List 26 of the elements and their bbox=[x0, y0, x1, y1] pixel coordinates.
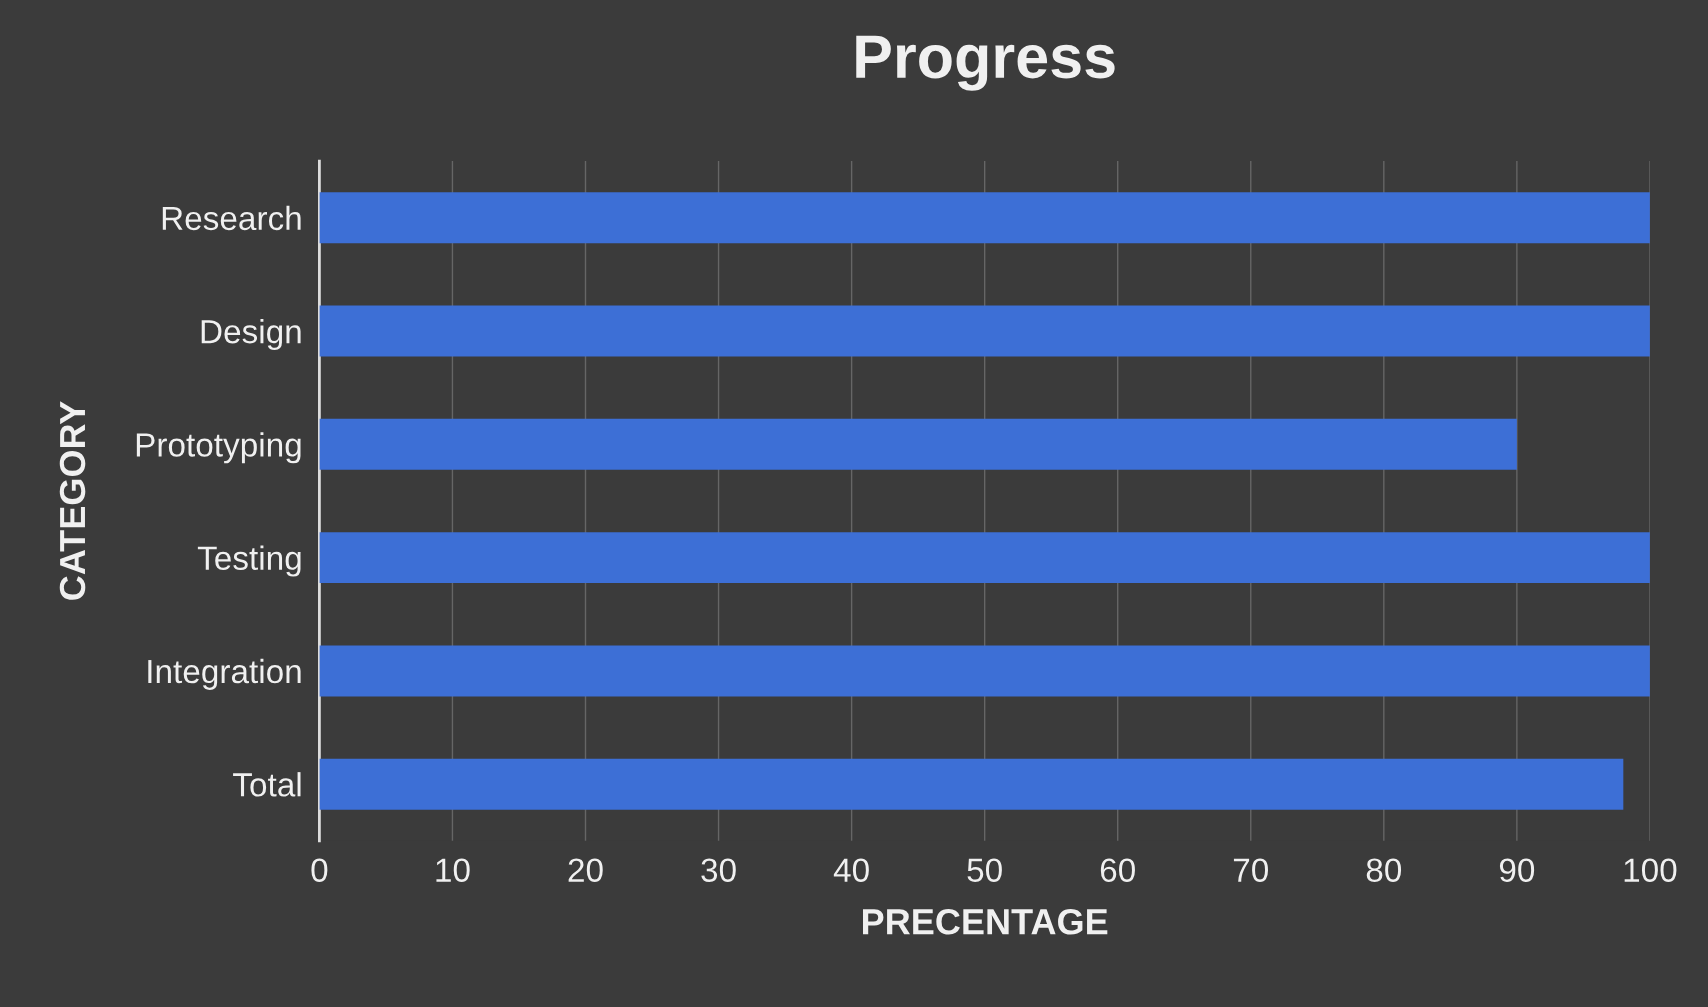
x-tick-label: 0 bbox=[311, 858, 328, 882]
x-tick-label: 70 bbox=[1233, 858, 1268, 882]
y-tick-label: Total bbox=[233, 772, 301, 797]
x-tick-label: 50 bbox=[967, 858, 1002, 882]
y-axis-title: CATEGORY bbox=[59, 401, 86, 600]
x-tick-label: 80 bbox=[1366, 858, 1402, 882]
bar bbox=[319, 532, 1650, 584]
y-tick-label: Testing bbox=[197, 545, 301, 577]
y-tick-label: Research bbox=[162, 205, 301, 231]
y-tick-label: Prototyping bbox=[136, 432, 301, 464]
bar bbox=[319, 418, 1517, 470]
x-axis-title: PRECENTAGE bbox=[863, 908, 1108, 935]
x-tick-label: 20 bbox=[568, 858, 603, 882]
x-tick-label: 10 bbox=[436, 858, 470, 882]
x-tick-label: 100 bbox=[1624, 858, 1677, 882]
y-tick-label: Integration bbox=[148, 658, 301, 690]
bar bbox=[319, 758, 1624, 810]
x-tick-label: 60 bbox=[1100, 858, 1135, 882]
y-tick-label: Design bbox=[201, 318, 301, 351]
x-tick-label: 30 bbox=[701, 858, 736, 882]
x-tick-label: 90 bbox=[1499, 858, 1535, 882]
chart-title: Progress bbox=[856, 35, 1115, 91]
bar bbox=[319, 645, 1650, 697]
bar bbox=[319, 192, 1650, 244]
x-tick-label: 40 bbox=[833, 858, 869, 882]
bar bbox=[319, 305, 1650, 357]
